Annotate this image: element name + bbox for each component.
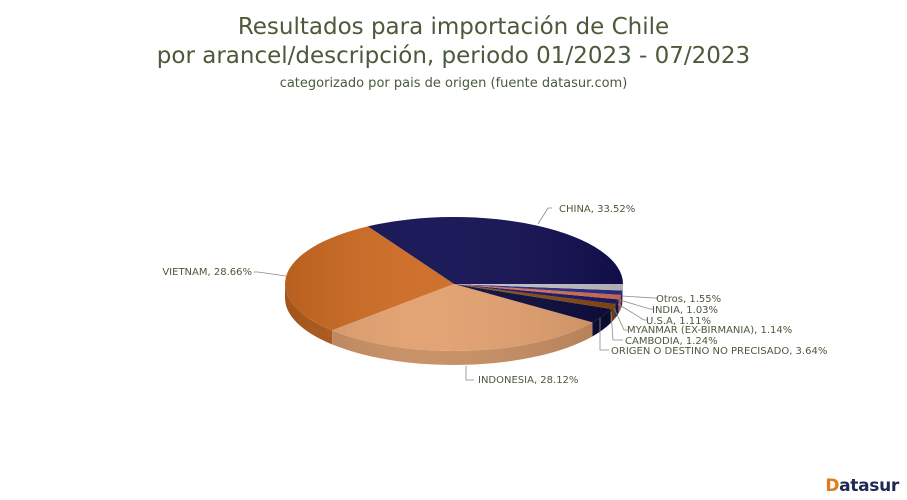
pie-top-shading xyxy=(285,217,623,351)
slice-label: INDIA, 1.03% xyxy=(652,305,718,316)
slice-label: VIETNAM, 28.66% xyxy=(162,267,252,278)
leader-line xyxy=(465,366,474,381)
logo-text: atasur xyxy=(839,476,899,496)
leader-line xyxy=(537,207,552,225)
leader-line xyxy=(617,303,648,321)
slice-label: MYANMAR (EX-BIRMANIA), 1.14% xyxy=(627,325,792,336)
label-india: INDIA, 1.03% xyxy=(619,299,718,316)
label-origen-o-destino-no-precisado: ORIGEN O DESTINO NO PRECISADO, 3.64% xyxy=(599,318,827,357)
leader-line xyxy=(619,299,654,310)
leader-line xyxy=(254,271,287,277)
label-vietnam: VIETNAM, 28.66% xyxy=(162,267,287,278)
label-myanmar-ex-birmania-: MYANMAR (EX-BIRMANIA), 1.14% xyxy=(613,307,792,336)
logo-mark: D xyxy=(825,476,840,496)
chart-title-line-1: Resultados para importación de Chile xyxy=(237,14,670,40)
leader-line xyxy=(610,311,623,341)
label-u-s-a: U.S.A, 1.11% xyxy=(617,303,711,327)
chart-subtitle: categorizado por pais de origen (fuente … xyxy=(279,76,628,91)
pie-side-shading xyxy=(285,284,623,365)
label-indonesia: INDONESIA, 28.12% xyxy=(465,366,578,386)
slice-label: U.S.A, 1.11% xyxy=(646,316,711,327)
slice-label: CAMBODIA, 1.24% xyxy=(625,336,718,347)
label-otros: Otros, 1.55% xyxy=(621,294,721,305)
slice-label: ORIGEN O DESTINO NO PRECISADO, 3.64% xyxy=(611,346,827,357)
pie-slices xyxy=(285,216,623,352)
slice-label: Otros, 1.55% xyxy=(656,294,721,305)
leader-line xyxy=(599,318,609,351)
label-cambodia: CAMBODIA, 1.24% xyxy=(610,311,718,347)
slice-label: CHINA, 33.52% xyxy=(559,204,635,215)
leader-line xyxy=(613,307,628,331)
slice-label: INDONESIA, 28.12% xyxy=(478,375,578,386)
datasur-logo: Datasur xyxy=(825,476,899,496)
pie-labels: CHINA, 33.52% VIETNAM, 28.66% INDONESIA, 2… xyxy=(162,204,827,386)
leader-line xyxy=(621,295,658,299)
label-china: CHINA, 33.52% xyxy=(537,204,635,225)
chart-title-line-2: por arancel/descripción, periodo 01/2023… xyxy=(156,43,751,69)
